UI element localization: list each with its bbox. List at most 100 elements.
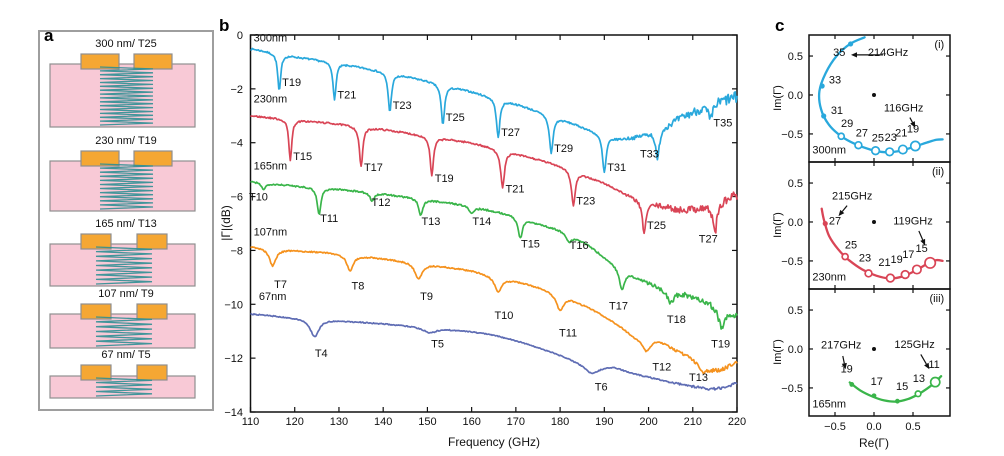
contact-pad — [136, 233, 168, 250]
mode-marker-open-11 — [929, 376, 941, 388]
mode-marker-open-19 — [900, 269, 910, 280]
mode-marker-dot-19 — [849, 382, 855, 387]
annotation-arrow-line — [920, 354, 927, 365]
mode-number-label: 27 — [829, 215, 841, 227]
y-axis-title: Im(Γ) — [772, 85, 784, 111]
y-axis-title: Im(Γ) — [772, 339, 784, 365]
resonance-label-300nm-T33: T33 — [640, 149, 659, 161]
resonance-label-67nm-T4: T4 — [315, 348, 328, 360]
resonance-label-107nm-T8: T8 — [352, 280, 365, 292]
y-tick-label: 0.5 — [788, 51, 803, 63]
y-tick-label: 0.0 — [788, 217, 803, 229]
curve-230nm — [250, 115, 738, 235]
y-tick-label: −10 — [224, 299, 243, 311]
frequency-annotation: 116GHz — [884, 103, 924, 115]
panel-b: 110 120 130 140 150 160 170 180 190 200 210 220 0 −2 −… — [219, 30, 746, 449]
resonance-label-230nm-T23: T23 — [576, 196, 595, 208]
mode-number-label: 33 — [829, 75, 841, 87]
annotation-arrow-head — [850, 52, 857, 58]
x-tick-label: 180 — [551, 416, 569, 428]
x-tick-label: 120 — [286, 416, 304, 428]
resonance-label-165nm-T11: T11 — [320, 213, 338, 225]
mode-marker-open-23 — [884, 147, 895, 157]
contact-pad — [136, 303, 168, 320]
x-tick-label: 0.5 — [905, 421, 920, 433]
y-tick-label: 0.5 — [788, 178, 803, 190]
contact-pad — [133, 53, 173, 70]
mode-marker-open-13 — [914, 390, 922, 398]
resonance-label-107nm-T7: T7 — [274, 279, 287, 291]
meander-wire — [95, 377, 153, 397]
x-tick-label: 0.0 — [866, 421, 881, 433]
resonance-label-230nm-T21: T21 — [505, 184, 524, 196]
y-tick-label: −2 — [230, 84, 243, 96]
annotation-arrow-head — [924, 362, 930, 370]
mode-number-label: 27 — [856, 128, 868, 140]
x-tick-label: 200 — [639, 416, 657, 428]
annotation-arrow-line — [918, 230, 924, 241]
curve-107nm — [250, 246, 738, 375]
y-tick-label: 0.0 — [788, 344, 803, 356]
meander-wire — [99, 163, 154, 210]
contact-pad — [80, 233, 112, 250]
x-tick-label: 170 — [507, 416, 525, 428]
plot-box — [249, 34, 738, 413]
resonance-label-300nm-T23: T23 — [393, 100, 412, 112]
mode-number-label: 25 — [845, 239, 857, 251]
frequency-annotation: 119GHz — [893, 216, 933, 228]
y-tick-label: −14 — [224, 407, 243, 419]
mode-marker-open-27 — [854, 140, 863, 150]
y-tick-label: −6 — [230, 192, 243, 204]
y-tick-label: −4 — [230, 138, 243, 150]
mode-number-label: 29 — [841, 118, 853, 130]
resonance-label-165nm-T17: T17 — [609, 301, 628, 313]
contact-pad — [80, 53, 120, 70]
annotation-arrow-head — [920, 238, 926, 246]
y-tick-label: 0.0 — [788, 90, 803, 102]
contact-pad — [80, 303, 112, 320]
contact-pad — [133, 150, 173, 167]
mode-marker-open-25 — [841, 252, 849, 261]
resonance-label-165nm-T19: T19 — [711, 338, 730, 350]
device-label: 67 nm/ T5 — [101, 349, 150, 361]
origin-dot — [872, 92, 876, 97]
annotation-arrow-line — [909, 117, 914, 123]
series-label-300nm: 300nm — [254, 33, 288, 45]
series-label-230nm: 230nm — [254, 93, 288, 105]
resonance-label-230nm-T27: T27 — [699, 233, 718, 245]
resonance-label-300nm-T31: T31 — [607, 162, 626, 174]
contact-pad — [80, 364, 112, 381]
resonance-label-107nm-T11: T11 — [559, 328, 577, 340]
series-label-67nm: 67nm — [259, 291, 287, 303]
mode-marker-dot-17 — [871, 393, 877, 399]
subplot-tag: (ii) — [932, 166, 944, 178]
mode-number-label: 23 — [885, 132, 897, 144]
x-tick-label: 190 — [595, 416, 613, 428]
film-label: 230nm — [812, 271, 846, 283]
resonance-label-165nm-T18: T18 — [667, 314, 686, 326]
mode-marker-open-15 — [924, 256, 937, 269]
mode-marker-dot-27 — [822, 220, 828, 227]
panel-b-letter: b — [219, 16, 230, 35]
substrate-rect — [49, 375, 196, 399]
annotation-arrow-head — [841, 362, 847, 370]
annotation-arrow-head — [910, 121, 916, 128]
x-tick-label: −0.5 — [824, 421, 846, 433]
curve-300nm — [250, 47, 738, 174]
resonance-label-67nm-T6: T6 — [595, 381, 608, 393]
resonance-label-107nm-T13: T13 — [689, 372, 708, 384]
x-tick-label: 150 — [418, 416, 436, 428]
mode-marker-open-29 — [837, 132, 846, 141]
y-tick-label: −0.5 — [781, 383, 803, 395]
panel-a-letter: a — [44, 26, 54, 45]
mode-marker-open-17 — [911, 264, 922, 275]
resonance-label-165nm-T10: T10 — [249, 192, 268, 204]
curve-67nm — [250, 312, 738, 391]
x-tick-label: 220 — [728, 416, 746, 428]
device-label: 165 nm/ T13 — [95, 218, 157, 230]
